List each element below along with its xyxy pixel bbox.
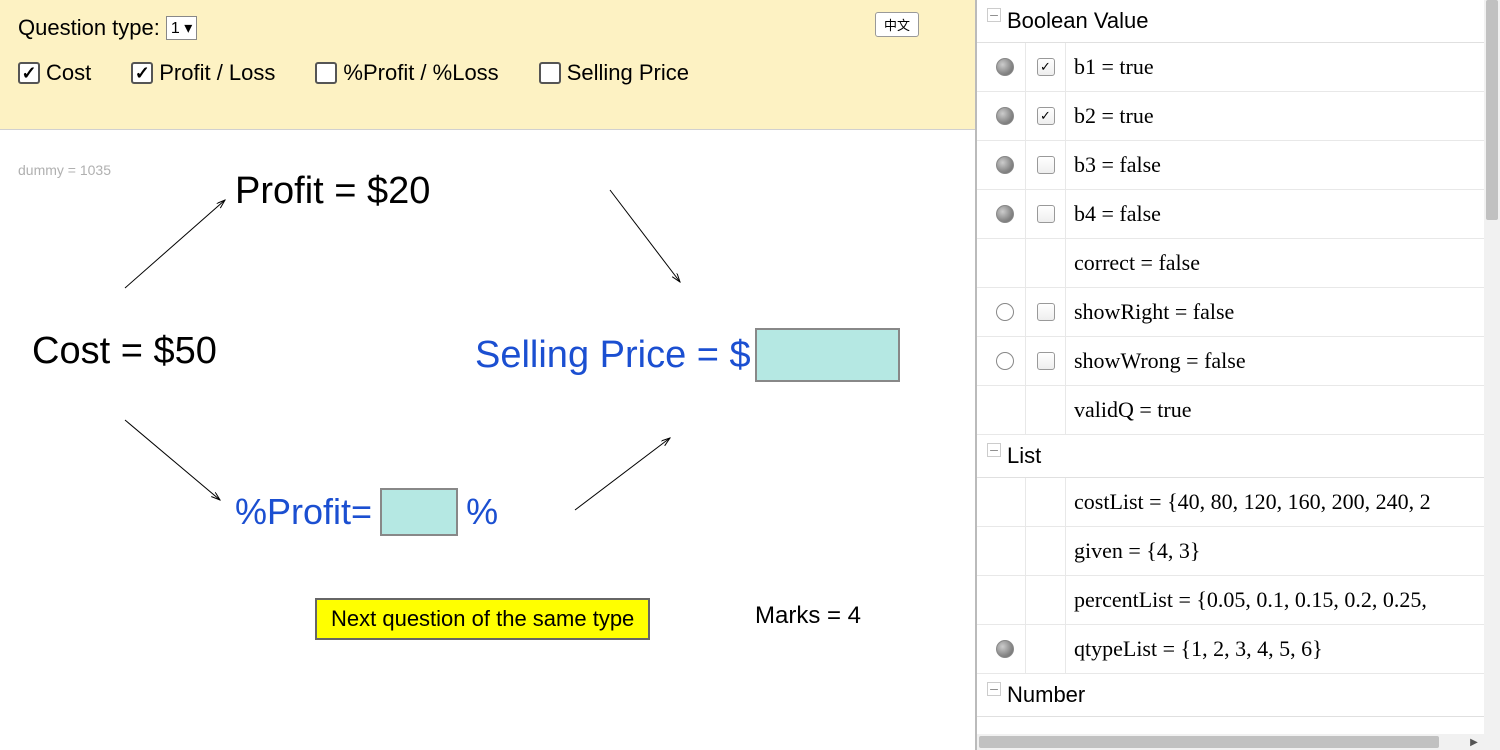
algebra-row[interactable]: showWrong = false bbox=[977, 337, 1484, 386]
checkbox-cost-box[interactable]: ✓ bbox=[18, 62, 40, 84]
row-expression[interactable]: b1 = true bbox=[1065, 43, 1484, 91]
row-checkbox-col bbox=[1025, 625, 1065, 673]
row-expression[interactable]: percentList = {0.05, 0.1, 0.15, 0.2, 0.2… bbox=[1065, 576, 1484, 624]
question-type-select[interactable]: 1 ▾ bbox=[166, 16, 197, 40]
visibility-bullet[interactable] bbox=[985, 303, 1025, 321]
row-checkbox-col[interactable]: ✓ bbox=[1025, 92, 1065, 140]
horizontal-scrollbar[interactable]: ▶ bbox=[977, 734, 1500, 750]
question-type-row: Question type: 1 ▾ bbox=[18, 15, 197, 41]
row-checkbox-col[interactable] bbox=[1025, 337, 1065, 385]
cost-label: Cost = $50 bbox=[32, 330, 217, 373]
section-number-header[interactable]: Number bbox=[977, 674, 1484, 717]
row-checkbox-col[interactable] bbox=[1025, 190, 1065, 238]
pct-profit-prefix: %Profit= bbox=[235, 491, 372, 533]
algebra-row[interactable]: ✓ b1 = true bbox=[977, 43, 1484, 92]
section-boolean-header[interactable]: Boolean Value bbox=[977, 0, 1484, 43]
row-checkbox-col bbox=[1025, 386, 1065, 434]
row-checkbox[interactable] bbox=[1037, 205, 1055, 223]
horizontal-scrollbar-thumb[interactable] bbox=[979, 736, 1439, 748]
selling-price-input[interactable] bbox=[755, 328, 900, 382]
selling-price-prefix: Selling Price = $ bbox=[475, 334, 751, 377]
row-expression[interactable]: given = {4, 3} bbox=[1065, 527, 1484, 575]
checkbox-selling-price-box[interactable] bbox=[539, 62, 561, 84]
algebra-row[interactable]: correct = false bbox=[977, 239, 1484, 288]
controls-bar: Question type: 1 ▾ 中文 ✓ Cost ✓ Profit / … bbox=[0, 0, 975, 130]
row-checkbox-col bbox=[1025, 239, 1065, 287]
row-checkbox-col[interactable] bbox=[1025, 141, 1065, 189]
row-checkbox-col bbox=[1025, 576, 1065, 624]
algebra-row[interactable]: given = {4, 3} bbox=[977, 527, 1484, 576]
visibility-bullet[interactable] bbox=[985, 640, 1025, 658]
row-checkbox[interactable] bbox=[1037, 303, 1055, 321]
question-type-label: Question type: bbox=[18, 15, 160, 41]
vertical-scrollbar[interactable] bbox=[1484, 0, 1500, 750]
algebra-row[interactable]: costList = {40, 80, 120, 160, 200, 240, … bbox=[977, 478, 1484, 527]
checkbox-cost[interactable]: ✓ Cost bbox=[18, 60, 91, 86]
row-checkbox[interactable] bbox=[1037, 352, 1055, 370]
checkbox-pct-profit-loss-box[interactable] bbox=[315, 62, 337, 84]
row-checkbox[interactable]: ✓ bbox=[1037, 107, 1055, 125]
row-checkbox[interactable] bbox=[1037, 156, 1055, 174]
row-expression[interactable]: b3 = false bbox=[1065, 141, 1484, 189]
row-checkbox-col bbox=[1025, 527, 1065, 575]
checkbox-selling-price[interactable]: Selling Price bbox=[539, 60, 689, 86]
visibility-bullet[interactable] bbox=[985, 58, 1025, 76]
algebra-row[interactable]: validQ = true bbox=[977, 386, 1484, 435]
visibility-bullet[interactable] bbox=[985, 156, 1025, 174]
arrows-svg bbox=[0, 130, 975, 750]
algebra-row[interactable]: b4 = false bbox=[977, 190, 1484, 239]
pct-profit-input[interactable] bbox=[380, 488, 458, 536]
algebra-row[interactable]: percentList = {0.05, 0.1, 0.15, 0.2, 0.2… bbox=[977, 576, 1484, 625]
algebra-row[interactable]: qtypeList = {1, 2, 3, 4, 5, 6} bbox=[977, 625, 1484, 674]
row-checkbox[interactable]: ✓ bbox=[1037, 58, 1055, 76]
pct-profit-suffix: % bbox=[466, 491, 498, 533]
visibility-bullet[interactable] bbox=[985, 107, 1025, 125]
row-expression[interactable]: correct = false bbox=[1065, 239, 1484, 287]
row-checkbox-col[interactable] bbox=[1025, 288, 1065, 336]
row-expression[interactable]: qtypeList = {1, 2, 3, 4, 5, 6} bbox=[1065, 625, 1484, 673]
row-checkbox-col bbox=[1025, 478, 1065, 526]
checkbox-profit-loss[interactable]: ✓ Profit / Loss bbox=[131, 60, 275, 86]
graphics-canvas: dummy = 1035 Profit = $20 Cost = $50 Sel… bbox=[0, 130, 975, 750]
language-button[interactable]: 中文 bbox=[875, 12, 919, 37]
row-expression[interactable]: validQ = true bbox=[1065, 386, 1484, 434]
row-expression[interactable]: b2 = true bbox=[1065, 92, 1484, 140]
row-expression[interactable]: costList = {40, 80, 120, 160, 200, 240, … bbox=[1065, 478, 1484, 526]
checkbox-row: ✓ Cost ✓ Profit / Loss %Profit / %Loss S… bbox=[18, 60, 689, 86]
profit-label: Profit = $20 bbox=[235, 170, 430, 213]
section-list-header[interactable]: List bbox=[977, 435, 1484, 478]
next-question-button[interactable]: Next question of the same type bbox=[315, 598, 650, 640]
scroll-right-icon[interactable]: ▶ bbox=[1466, 734, 1482, 750]
chevron-down-icon: ▾ bbox=[180, 20, 192, 37]
vertical-scrollbar-thumb[interactable] bbox=[1486, 0, 1498, 220]
algebra-panel-content: Boolean Value ✓ b1 = true ✓ b2 = trueb3 = f… bbox=[977, 0, 1484, 734]
row-expression[interactable]: showRight = false bbox=[1065, 288, 1484, 336]
row-expression[interactable]: b4 = false bbox=[1065, 190, 1484, 238]
checkbox-profit-loss-box[interactable]: ✓ bbox=[131, 62, 153, 84]
visibility-bullet[interactable] bbox=[985, 205, 1025, 223]
dummy-label: dummy = 1035 bbox=[18, 162, 111, 178]
visibility-bullet[interactable] bbox=[985, 352, 1025, 370]
marks-label: Marks = 4 bbox=[755, 602, 861, 630]
algebra-panel: Boolean Value ✓ b1 = true ✓ b2 = trueb3 = f… bbox=[975, 0, 1500, 750]
selling-price-row: Selling Price = $ bbox=[475, 328, 900, 382]
row-checkbox-col[interactable]: ✓ bbox=[1025, 43, 1065, 91]
algebra-row[interactable]: ✓ b2 = true bbox=[977, 92, 1484, 141]
algebra-row[interactable]: b3 = false bbox=[977, 141, 1484, 190]
algebra-row[interactable]: showRight = false bbox=[977, 288, 1484, 337]
pct-profit-row: %Profit= % bbox=[235, 488, 498, 536]
row-expression[interactable]: showWrong = false bbox=[1065, 337, 1484, 385]
checkbox-pct-profit-loss[interactable]: %Profit / %Loss bbox=[315, 60, 498, 86]
